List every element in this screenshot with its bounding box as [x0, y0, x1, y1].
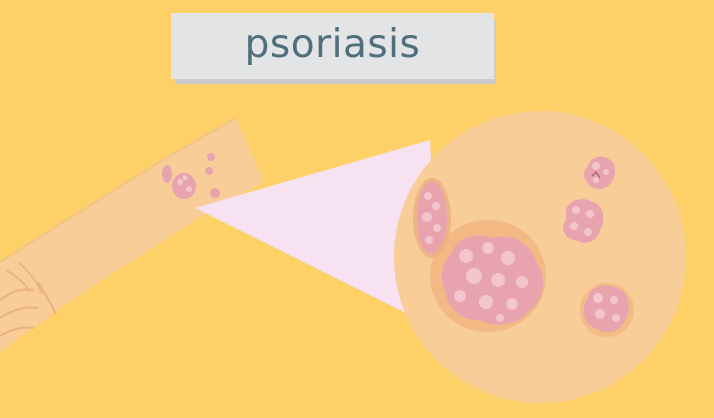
psoriasis-plaque [413, 178, 451, 258]
psoriasis-plaque [430, 220, 546, 332]
psoriasis-plaque [563, 199, 604, 243]
magnified-skin-circle [394, 111, 686, 403]
magnifier-beam [195, 140, 440, 330]
page-title: psoriasis [244, 21, 421, 67]
forearm-illustration [0, 117, 264, 352]
psoriasis-plaque [580, 283, 634, 337]
title-banner: psoriasis [171, 13, 494, 79]
psoriasis-plaque [583, 156, 616, 189]
arm-lesions [162, 153, 220, 199]
